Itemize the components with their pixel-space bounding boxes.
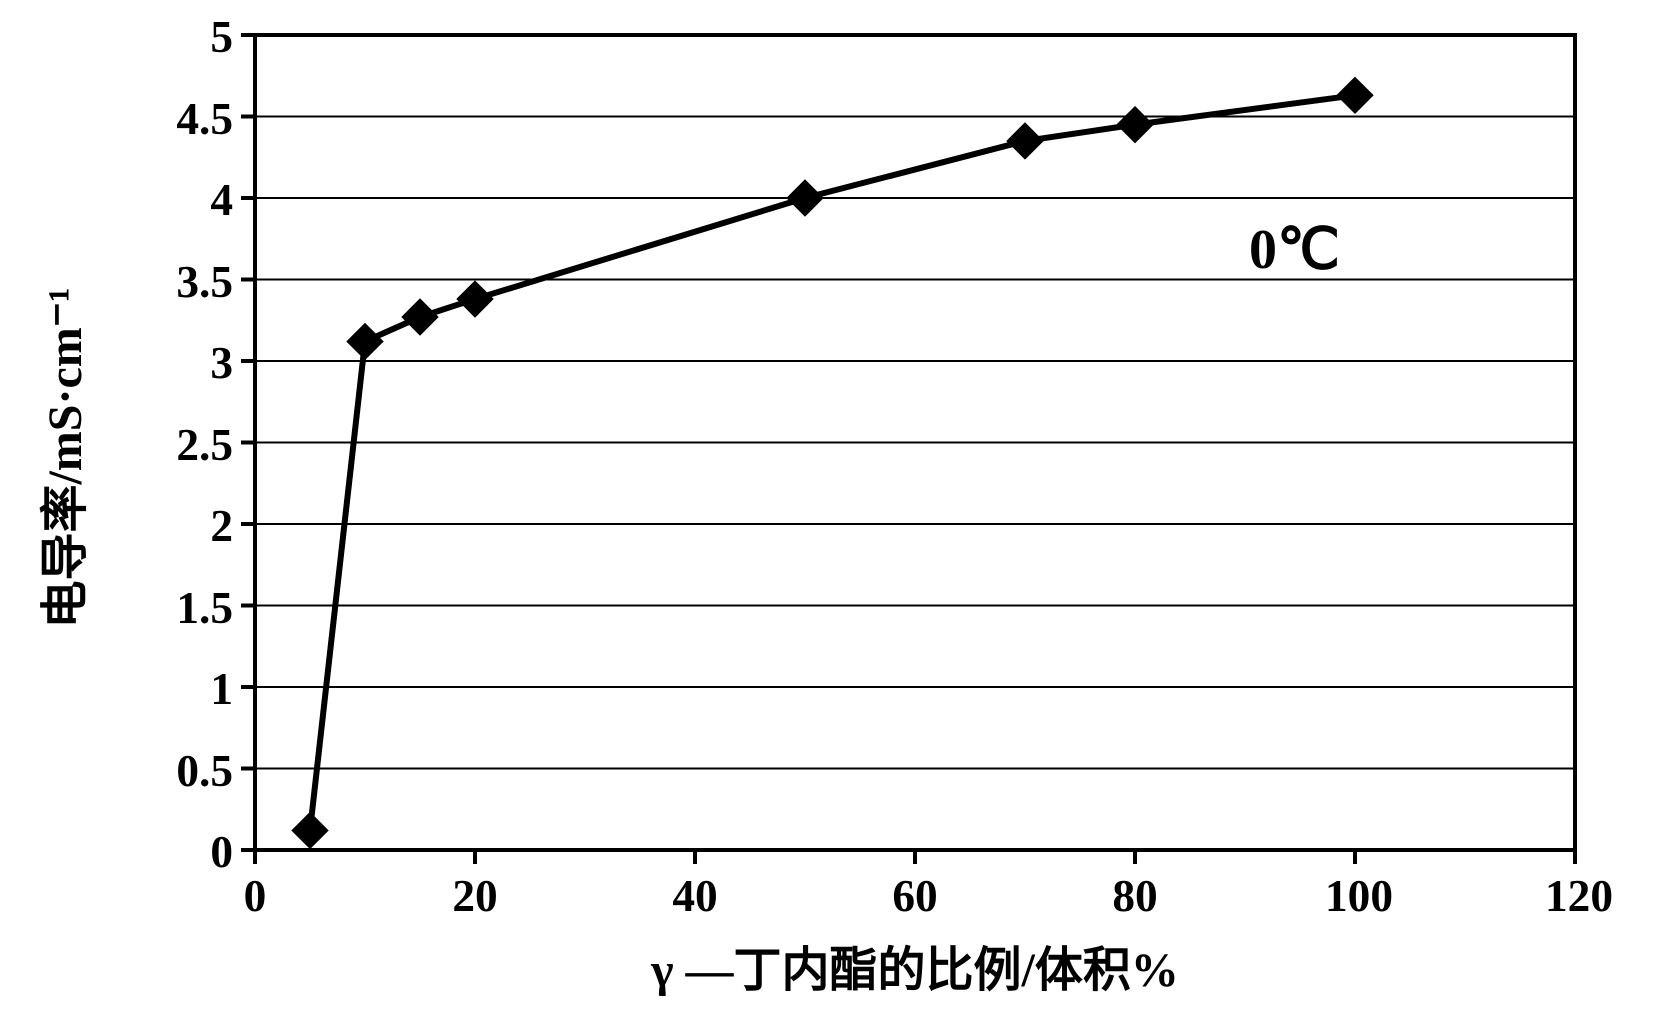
x-tick-label: 20	[445, 870, 505, 922]
y-tick-label: 3	[210, 337, 233, 389]
x-tick-label: 40	[665, 870, 725, 922]
x-tick-label: 80	[1105, 870, 1165, 922]
x-tick-label: 60	[885, 870, 945, 922]
y-tick-label: 2	[210, 500, 233, 552]
x-tick-label: 100	[1325, 870, 1385, 922]
y-tick-label: 4	[210, 174, 233, 226]
y-tick-label: 5	[210, 11, 233, 63]
temperature-annotation: 0℃	[1249, 217, 1340, 282]
y-tick-label: 4.5	[176, 93, 233, 145]
chart-svg	[0, 0, 1665, 1019]
y-tick-label: 1	[210, 663, 233, 715]
y-tick-label: 0.5	[176, 745, 233, 797]
y-tick-label: 2.5	[176, 419, 233, 471]
chart-container: 00.511.522.533.544.55 020406080100120 电导…	[0, 0, 1665, 1019]
x-tick-label: 0	[225, 870, 285, 922]
y-tick-label: 3.5	[176, 256, 233, 308]
y-tick-label: 1.5	[176, 582, 233, 634]
x-tick-label: 120	[1545, 870, 1605, 922]
x-axis-label: γ —丁内酯的比例/体积%	[635, 930, 1195, 1000]
y-axis-label: 电导率/mS·cm⁻¹	[25, 258, 95, 658]
